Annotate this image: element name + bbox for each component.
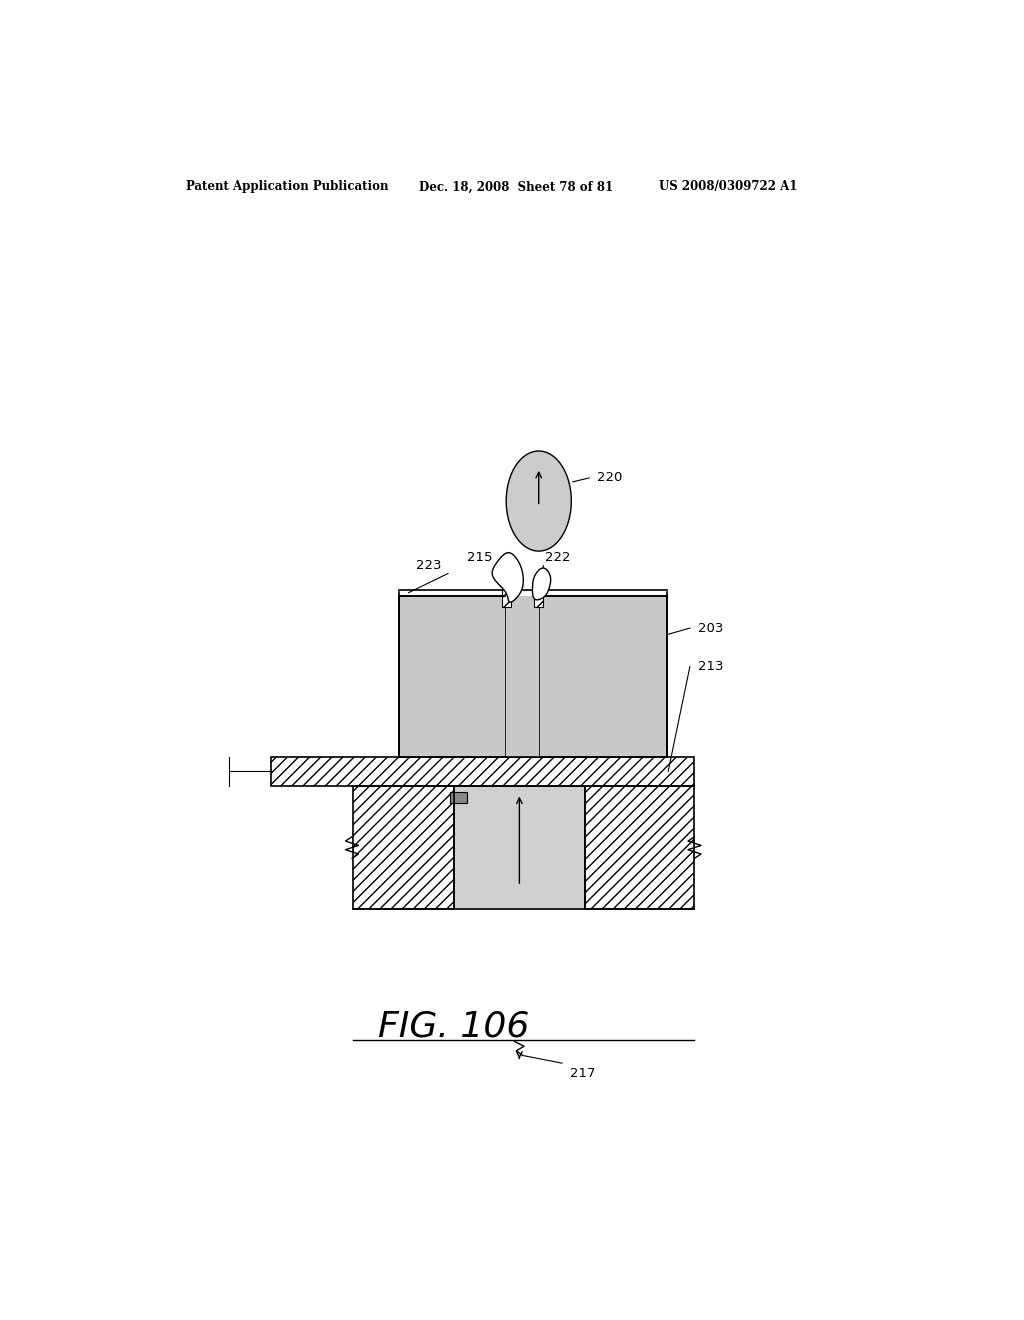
Bar <box>352 785 454 909</box>
Bar <box>502 577 511 607</box>
Bar <box>451 792 467 803</box>
Bar <box>271 756 693 785</box>
Text: 222: 222 <box>545 552 570 564</box>
Text: 203: 203 <box>697 622 723 635</box>
Text: 217: 217 <box>569 1067 595 1080</box>
Polygon shape <box>506 451 571 552</box>
Text: US 2008/0309722 A1: US 2008/0309722 A1 <box>658 181 798 194</box>
Text: Patent Application Publication: Patent Application Publication <box>186 181 389 194</box>
Text: FIG. 106: FIG. 106 <box>378 1010 529 1044</box>
Bar <box>399 595 506 756</box>
Text: Dec. 18, 2008  Sheet 78 of 81: Dec. 18, 2008 Sheet 78 of 81 <box>419 181 612 194</box>
Polygon shape <box>532 568 551 599</box>
Bar <box>539 595 667 756</box>
Bar <box>506 595 539 756</box>
Text: 215: 215 <box>467 552 493 564</box>
Bar <box>586 785 693 909</box>
Text: 220: 220 <box>597 471 623 484</box>
Text: 223: 223 <box>416 558 441 572</box>
Bar <box>535 577 544 607</box>
Text: 213: 213 <box>697 660 723 673</box>
Polygon shape <box>493 553 523 602</box>
Bar <box>454 785 586 909</box>
